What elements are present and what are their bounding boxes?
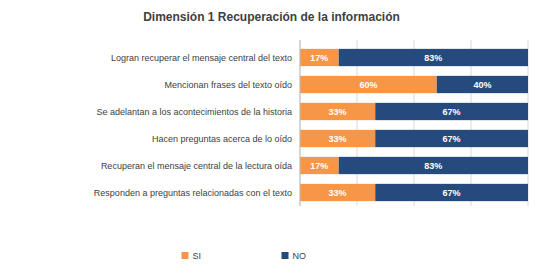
category-label: Responden a preguntas relacionadas con e…	[94, 188, 292, 198]
data-label: 33%	[329, 107, 347, 117]
bars	[300, 49, 528, 201]
category-label: Hacen preguntas acerca de lo oído	[152, 134, 292, 144]
data-label: 83%	[424, 53, 442, 63]
category-label: Recuperan el mensaje central de la lectu…	[101, 161, 292, 171]
grid-line	[300, 40, 301, 206]
data-label: 67%	[443, 188, 461, 198]
data-label: 67%	[443, 134, 461, 144]
category-label: Mencionan frases del texto oído	[164, 80, 292, 90]
data-label: 60%	[359, 80, 377, 90]
bar	[339, 157, 528, 174]
chart: Dimensión 1 Recuperación de la informaci…	[0, 0, 543, 280]
bar	[300, 49, 339, 66]
category-label: Logran recuperar el mensaje central del …	[111, 53, 292, 63]
data-label: 17%	[310, 53, 328, 63]
legend-swatch	[182, 252, 189, 259]
bar	[300, 184, 375, 201]
legend-label: NO	[293, 251, 307, 261]
background	[0, 0, 543, 280]
bar	[375, 184, 528, 201]
bar	[375, 130, 528, 147]
bar	[300, 103, 375, 120]
data-label: 67%	[443, 107, 461, 117]
title: Dimensión 1 Recuperación de la informaci…	[143, 10, 400, 24]
bar	[300, 157, 339, 174]
bar	[375, 103, 528, 120]
axis-line	[300, 40, 301, 206]
data-label: 33%	[329, 134, 347, 144]
legend-swatch	[282, 252, 289, 259]
bar	[300, 76, 437, 93]
data-labels: 17% 60% 33% 33% 17% 33% 83% 40% 67% 67% 83% 67%	[310, 53, 491, 198]
data-label: 33%	[329, 188, 347, 198]
bar	[300, 130, 375, 147]
data-label: 40%	[473, 80, 491, 90]
category-label: Se adelantan a los acontecimientos de la…	[96, 107, 292, 117]
data-label: 17%	[310, 161, 328, 171]
data-label: 83%	[424, 161, 442, 171]
legend-label: SI	[193, 251, 202, 261]
bar	[339, 49, 528, 66]
bar	[437, 76, 528, 93]
